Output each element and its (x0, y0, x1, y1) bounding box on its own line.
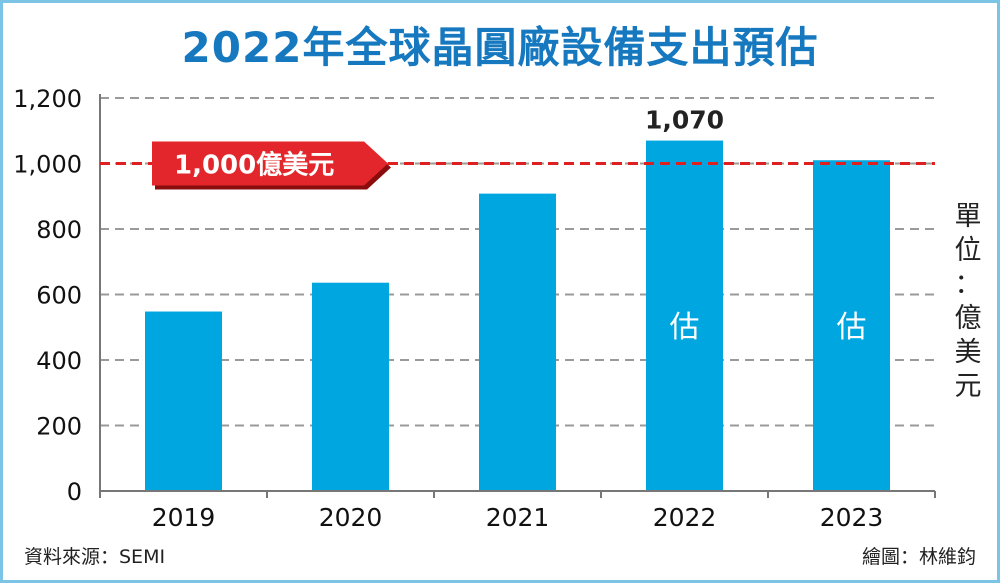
y-tick-label: 600 (36, 282, 82, 310)
source-note: 資料來源：SEMI (24, 546, 166, 568)
reference-banner (152, 141, 388, 186)
bar-annotation: 估 (670, 310, 700, 345)
data-label: 1,070 (645, 106, 724, 135)
x-tick-label: 2022 (653, 503, 717, 532)
chart-title: 2022年全球晶圓廠設備支出預估 (181, 23, 819, 72)
y-tick-label: 1,000 (13, 151, 82, 179)
bar (145, 311, 222, 491)
bar (646, 140, 723, 491)
credit-note: 繪圖：林維鈞 (861, 546, 976, 568)
x-tick-label: 2019 (152, 503, 216, 532)
bar (312, 282, 389, 491)
y-tick-label: 0 (67, 478, 82, 506)
x-tick-label: 2023 (820, 503, 884, 532)
y-tick-label: 200 (36, 413, 82, 441)
bar (813, 160, 890, 491)
y-tick-label: 800 (36, 216, 82, 244)
unit-label: 單 位 ： 億 美 元 (954, 201, 982, 402)
reference-label: 1,000億美元 (174, 150, 334, 181)
bar (479, 193, 556, 491)
y-tick-label: 1,200 (13, 85, 82, 113)
x-tick-label: 2020 (319, 503, 383, 532)
y-tick-label: 400 (36, 347, 82, 375)
bar-annotation: 估 (837, 310, 867, 345)
x-tick-label: 2021 (486, 503, 550, 532)
